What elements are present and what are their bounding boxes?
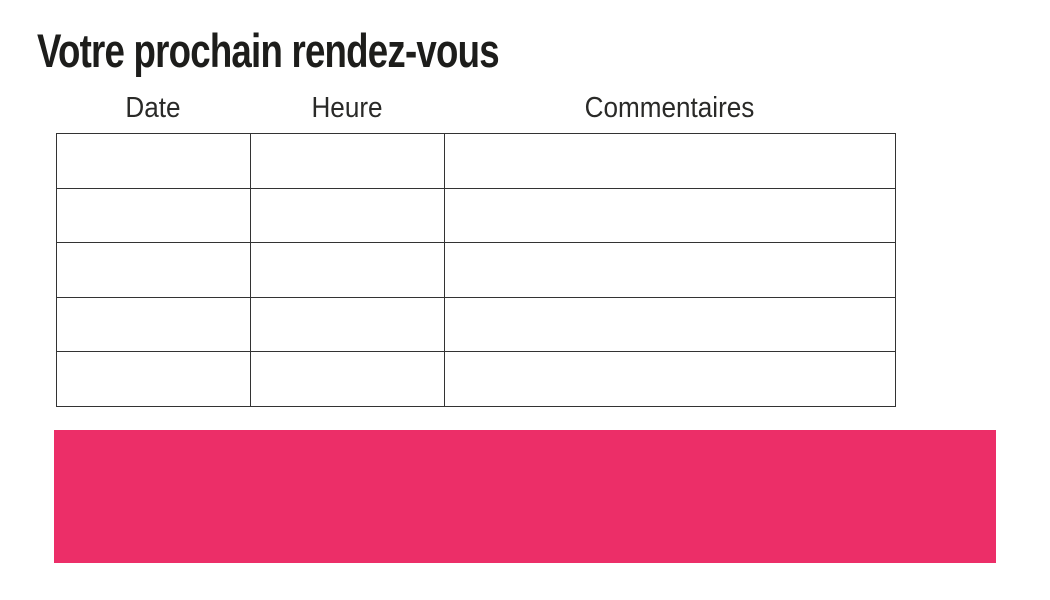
table-cell bbox=[444, 187, 896, 244]
table-cell bbox=[444, 133, 896, 189]
table-cell bbox=[250, 133, 445, 189]
table-row bbox=[56, 187, 896, 244]
column-header-commentaires: Commentaires bbox=[584, 92, 755, 124]
table-cell bbox=[250, 296, 445, 353]
column-header-heure: Heure bbox=[311, 92, 383, 124]
highlight-banner bbox=[54, 430, 996, 563]
table-cell bbox=[56, 351, 251, 407]
table-cell bbox=[250, 187, 445, 244]
table-cell bbox=[444, 351, 896, 407]
table-cell bbox=[250, 351, 445, 407]
table-cell bbox=[250, 242, 445, 298]
table-cell bbox=[444, 296, 896, 353]
table-row bbox=[56, 242, 896, 298]
table-cell bbox=[56, 296, 251, 353]
column-header-date: Date bbox=[125, 92, 181, 124]
table-cell bbox=[56, 242, 251, 298]
appointments-table-body bbox=[56, 133, 896, 407]
table-cell bbox=[56, 187, 251, 244]
table-row bbox=[56, 133, 896, 189]
table-cell bbox=[444, 242, 896, 298]
table-cell bbox=[56, 133, 251, 189]
table-header-row: Date Heure Commentaires bbox=[56, 94, 895, 123]
table-row bbox=[56, 351, 896, 407]
table-row bbox=[56, 296, 896, 353]
appointments-table bbox=[56, 133, 896, 407]
page-title: Votre prochain rendez-vous bbox=[37, 24, 500, 77]
